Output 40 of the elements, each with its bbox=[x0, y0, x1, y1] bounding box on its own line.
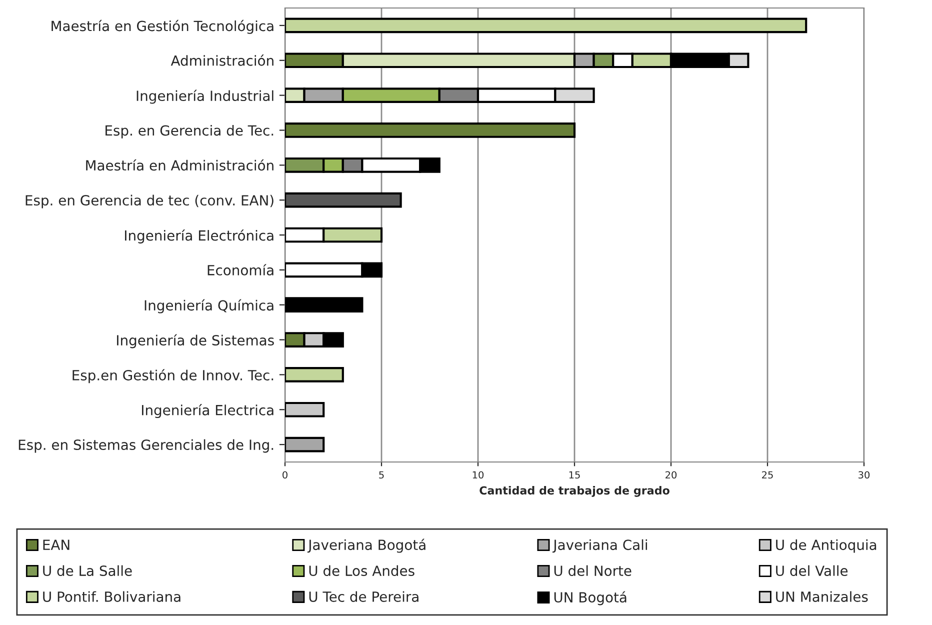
x-tick-label: 5 bbox=[379, 471, 384, 479]
bar bbox=[285, 192, 402, 208]
bar bbox=[285, 402, 325, 418]
bar bbox=[285, 297, 364, 313]
x-tick-label: 10 bbox=[472, 471, 484, 479]
y-tick-label: Ingeniería de Sistemas bbox=[117, 334, 274, 348]
y-tick-label: Maestría en Gestión Tecnológica bbox=[52, 20, 274, 34]
legend-label: U de Antioquia bbox=[776, 539, 876, 553]
legend-label: U de Los Andes bbox=[309, 565, 414, 576]
bar bbox=[285, 18, 808, 34]
x-tick-label: 20 bbox=[666, 471, 677, 479]
y-tick-label: Administración bbox=[170, 54, 274, 66]
y-tick-label: Esp.en Gestión de Innov. Tec. bbox=[72, 369, 274, 384]
legend-label: U del Valle bbox=[776, 565, 848, 576]
y-tick-label: Ingeniería Química bbox=[144, 299, 274, 314]
legend-label: U del Norte bbox=[554, 565, 632, 576]
bar bbox=[285, 122, 576, 138]
x-tick-label: 15 bbox=[569, 471, 580, 479]
x-axis-title: Cantidad de trabajos de grado bbox=[480, 486, 670, 497]
legend-label: Javeriana Cali bbox=[552, 539, 648, 553]
x-tick-label: 30 bbox=[858, 471, 870, 479]
legend-label: U Tec de Pereira bbox=[309, 591, 418, 602]
y-tick-label: Economía bbox=[208, 264, 274, 276]
legend-label: UN Manizales bbox=[776, 591, 868, 602]
x-tick-label: 0 bbox=[282, 471, 288, 479]
y-tick-label: Ingeniería Industrial bbox=[136, 90, 274, 104]
y-tick-label: Esp. en Gerencia de Tec. bbox=[106, 124, 274, 138]
legend-label: U de La Salle bbox=[43, 565, 132, 576]
legend-label: UN Bogotá bbox=[554, 591, 626, 606]
y-tick-label: Esp. en Sistemas Gerenciales de Ing. bbox=[18, 439, 274, 453]
y-tick-label: Maestría en Administración bbox=[86, 159, 274, 171]
bar bbox=[285, 367, 344, 382]
bar bbox=[285, 436, 325, 452]
y-tick-label: Esp. en Gerencia de tec (conv. EAN) bbox=[26, 194, 274, 208]
legend-label: Javeriana Bogotá bbox=[307, 538, 426, 553]
y-tick-label: Ingeniería Electrica bbox=[142, 404, 274, 418]
legend-label: U Pontif. Bolivariana bbox=[43, 591, 180, 602]
x-tick-label: 25 bbox=[762, 471, 773, 479]
legend-label: EAN bbox=[43, 540, 70, 550]
y-tick-label: Ingeniería Electrónica bbox=[125, 229, 274, 244]
